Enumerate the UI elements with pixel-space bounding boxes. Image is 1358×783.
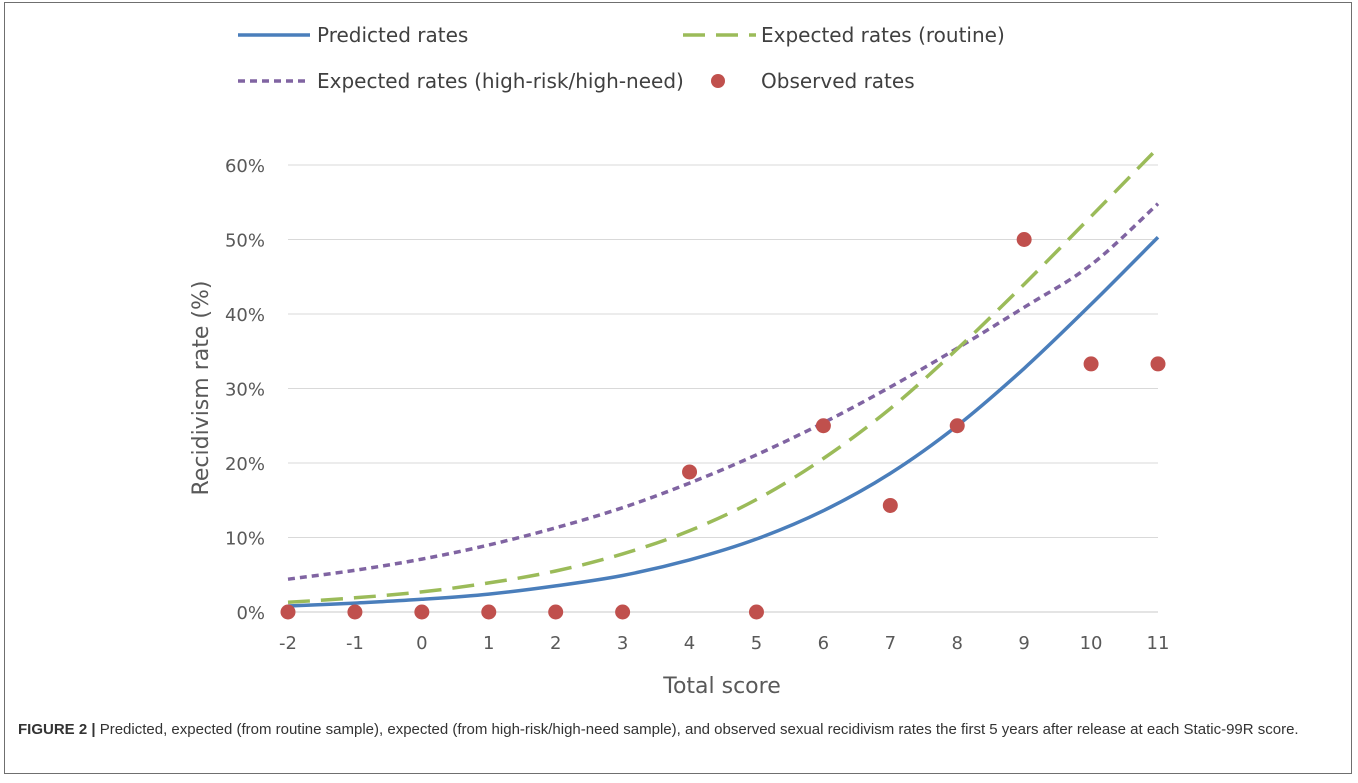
x-tick-label: -1 bbox=[346, 633, 364, 654]
y-tick-label: 60% bbox=[225, 156, 265, 177]
observed-point bbox=[1150, 356, 1166, 372]
legend-label-expected-routine: Expected rates (routine) bbox=[761, 23, 1005, 47]
observed-point bbox=[1083, 356, 1099, 372]
chart: 0%10%20%30%40%50%60% -2 -1 0 1 2 3 4 5 6 7 8 9 10 11 … bbox=[189, 23, 1169, 699]
observed-point bbox=[548, 604, 564, 620]
x-tick-label: 4 bbox=[684, 633, 695, 654]
x-tick-label: 5 bbox=[751, 633, 762, 654]
y-axis-title: Recidivism rate (%) bbox=[189, 281, 214, 496]
legend-item-expected-routine: Expected rates (routine) bbox=[683, 23, 1005, 47]
y-tick-label: 10% bbox=[225, 529, 265, 550]
observed-point bbox=[748, 604, 764, 620]
caption-label: FIGURE 2 | bbox=[18, 721, 96, 738]
observed-point bbox=[347, 604, 363, 620]
legend: Predicted rates Expected rates (routine)… bbox=[238, 23, 1005, 93]
x-tick-label: 7 bbox=[885, 633, 896, 654]
observed-point bbox=[280, 604, 296, 620]
x-tick-label: 9 bbox=[1018, 633, 1029, 654]
observed-point bbox=[682, 464, 698, 480]
y-tick-label: 50% bbox=[225, 231, 265, 252]
x-tick-label: -2 bbox=[279, 633, 297, 654]
y-tick-label: 30% bbox=[225, 380, 265, 401]
legend-item-expected-high-risk: Expected rates (high-risk/high-need) bbox=[238, 69, 684, 93]
x-tick-labels: -2 -1 0 1 2 3 4 5 6 7 8 9 10 11 bbox=[279, 633, 1169, 654]
x-tick-label: 3 bbox=[617, 633, 628, 654]
x-tick-label: 1 bbox=[483, 633, 494, 654]
x-tick-label: 2 bbox=[550, 633, 561, 654]
x-tick-label: 8 bbox=[952, 633, 963, 654]
y-tick-labels: 0% 10% 20% 30% 40% 50% 60% bbox=[225, 156, 265, 624]
y-tick-label: 20% bbox=[225, 454, 265, 475]
y-tick-label: 40% bbox=[225, 305, 265, 326]
observed-point bbox=[815, 418, 831, 434]
legend-item-predicted: Predicted rates bbox=[238, 23, 468, 47]
series-line-expected-high-risk bbox=[287, 202, 1160, 581]
legend-label-observed: Observed rates bbox=[761, 69, 915, 93]
observed-point bbox=[615, 604, 631, 620]
x-tick-label: 11 bbox=[1147, 633, 1170, 654]
x-tick-label: 10 bbox=[1080, 633, 1103, 654]
x-tick-label: 0 bbox=[416, 633, 427, 654]
legend-label-predicted: Predicted rates bbox=[317, 23, 468, 47]
legend-label-expected-high-risk: Expected rates (high-risk/high-need) bbox=[317, 69, 684, 93]
x-tick-label: 6 bbox=[818, 633, 829, 654]
grid-lines bbox=[288, 164, 1158, 613]
observed-point bbox=[949, 418, 965, 434]
figure-caption: FIGURE 2 | Predicted, expected (from rou… bbox=[18, 718, 1338, 742]
observed-markers bbox=[280, 232, 1166, 620]
observed-point bbox=[882, 497, 898, 513]
observed-point bbox=[481, 604, 497, 620]
legend-swatch-observed bbox=[711, 74, 725, 88]
y-tick-label: 0% bbox=[236, 603, 265, 624]
series-line-expected-routine bbox=[287, 146, 1160, 605]
legend-item-observed: Observed rates bbox=[711, 69, 915, 93]
x-axis-title: Total score bbox=[662, 674, 781, 699]
observed-point bbox=[1016, 232, 1032, 247]
observed-point bbox=[414, 604, 430, 620]
caption-text: Predicted, expected (from routine sample… bbox=[99, 721, 1299, 738]
series-line-predicted bbox=[287, 236, 1160, 608]
series-lines bbox=[287, 146, 1160, 608]
